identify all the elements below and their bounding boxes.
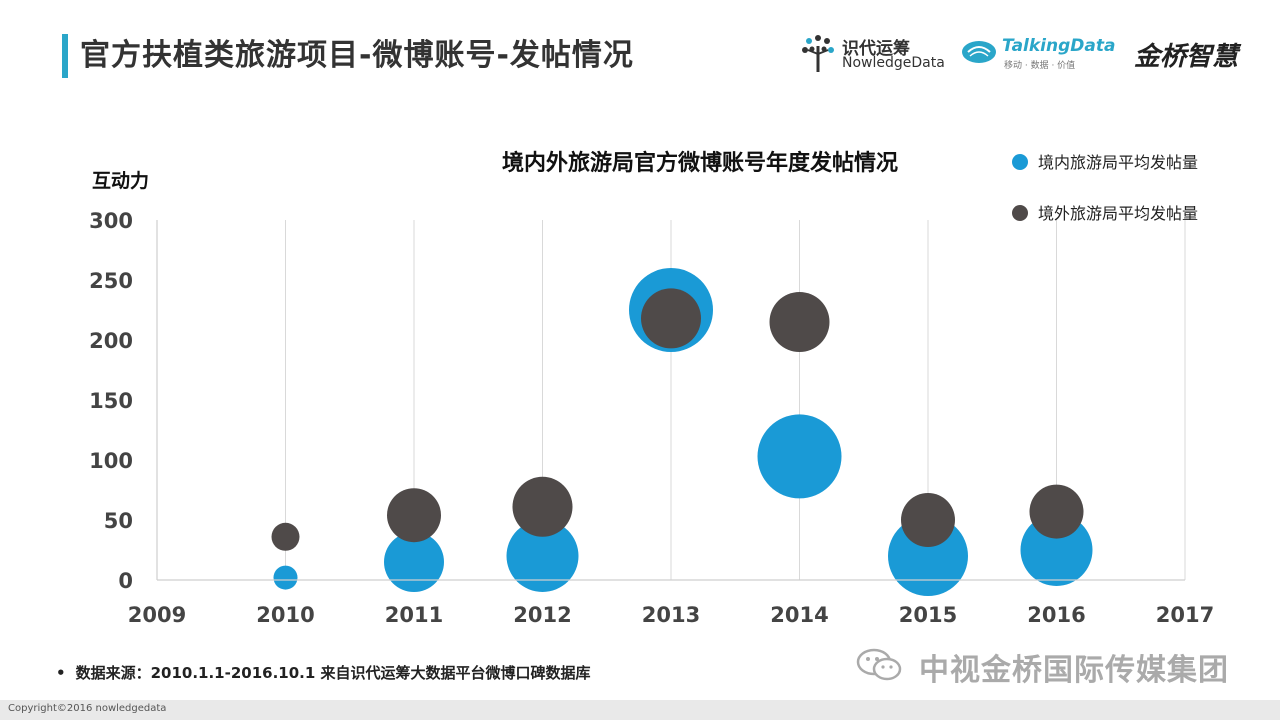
wechat-icon xyxy=(856,648,902,681)
bubble-overseas xyxy=(1029,484,1084,539)
x-tick-label: 2015 xyxy=(899,603,957,627)
y-tick-label: 300 xyxy=(89,209,133,233)
title-accent-bar xyxy=(62,34,68,78)
footnote-text: 数据来源：2010.1.1-2016.10.1 来自识代运筹大数据平台微博口碑数… xyxy=(75,664,591,682)
bubble-domestic xyxy=(384,532,444,592)
legend-swatch-domestic xyxy=(1012,154,1028,170)
bubble-overseas xyxy=(901,493,955,547)
y-tick-label: 250 xyxy=(89,269,133,293)
nowledgedata-logo: 识代运筹 NowledgeData xyxy=(800,30,945,80)
x-tick-label: 2012 xyxy=(513,603,571,627)
y-tick-label: 150 xyxy=(89,389,133,413)
jinqiao-logo: 金桥智慧 xyxy=(1134,42,1239,72)
bubble-chart: 2009 2010 2011 2012 2013 2014 2015 2016 2017 0 50 1… xyxy=(89,150,1214,627)
bubble-layer xyxy=(271,268,1093,596)
y-tick-label: 50 xyxy=(104,509,133,533)
bubble-overseas xyxy=(387,488,441,543)
watermark: 中视金桥国际传媒集团 xyxy=(855,645,1255,688)
x-tick-label: 2014 xyxy=(770,603,828,627)
x-tick-label: 2016 xyxy=(1027,603,1085,627)
y-axis-label: 互动力 xyxy=(92,169,149,192)
x-tick-label: 2009 xyxy=(128,603,186,627)
legend-label-domestic: 境内旅游局平均发帖量 xyxy=(1038,153,1198,172)
logo2-en-text: TalkingData xyxy=(1002,36,1116,56)
x-tick-label: 2017 xyxy=(1156,603,1214,627)
tree-logo-icon xyxy=(802,35,834,72)
bubble-domestic xyxy=(757,414,842,499)
logo1-cn-text: 识代运筹 xyxy=(842,39,910,59)
logo1-en-text: NowledgeData xyxy=(842,55,945,71)
logo2-sub-text: 移动 · 数据 · 价值 xyxy=(1004,61,1076,71)
watermark-text: 中视金桥国际传媒集团 xyxy=(919,653,1229,688)
x-tick-label: 2013 xyxy=(642,603,700,627)
axis-layer: 2009 2010 2011 2012 2013 2014 2015 2016 2017 0 50 1… xyxy=(89,209,1214,627)
x-tick-label: 2010 xyxy=(256,603,314,627)
bubble-domestic xyxy=(273,565,298,590)
bubble-domestic xyxy=(506,520,579,592)
footer-bar: Copyright©2016 nowledgedata xyxy=(0,700,1280,720)
y-tick-label: 0 xyxy=(118,569,133,593)
footnote-bullet: • xyxy=(56,664,66,682)
page-title: 官方扶植类旅游项目-微博账号-发帖情况 xyxy=(80,38,634,73)
bubble-overseas xyxy=(512,476,573,537)
bubble-overseas xyxy=(641,288,701,349)
footnote: • 数据来源：2010.1.1-2016.10.1 来自识代运筹大数据平台微博口碑… xyxy=(56,662,591,683)
logo-group: 识代运筹 NowledgeData TalkingData 移动 · 数据 · … xyxy=(800,30,1250,80)
legend-label-overseas: 境外旅游局平均发帖量 xyxy=(1038,204,1198,223)
x-tick-label: 2011 xyxy=(385,603,443,627)
y-tick-label: 200 xyxy=(89,329,133,353)
talkingdata-logo: TalkingData 移动 · 数据 · 价值 xyxy=(960,36,1115,80)
y-tick-label: 100 xyxy=(89,449,133,473)
bubble-overseas xyxy=(271,522,300,551)
bubble-domestic xyxy=(1020,514,1093,586)
bubble-overseas xyxy=(769,292,830,352)
legend-swatch-overseas xyxy=(1012,205,1028,221)
copyright-text: Copyright©2016 nowledgedata xyxy=(8,703,167,714)
talkingdata-brain-icon xyxy=(962,41,996,63)
chart-title: 境内外旅游局官方微博账号年度发帖情况 xyxy=(502,150,898,176)
